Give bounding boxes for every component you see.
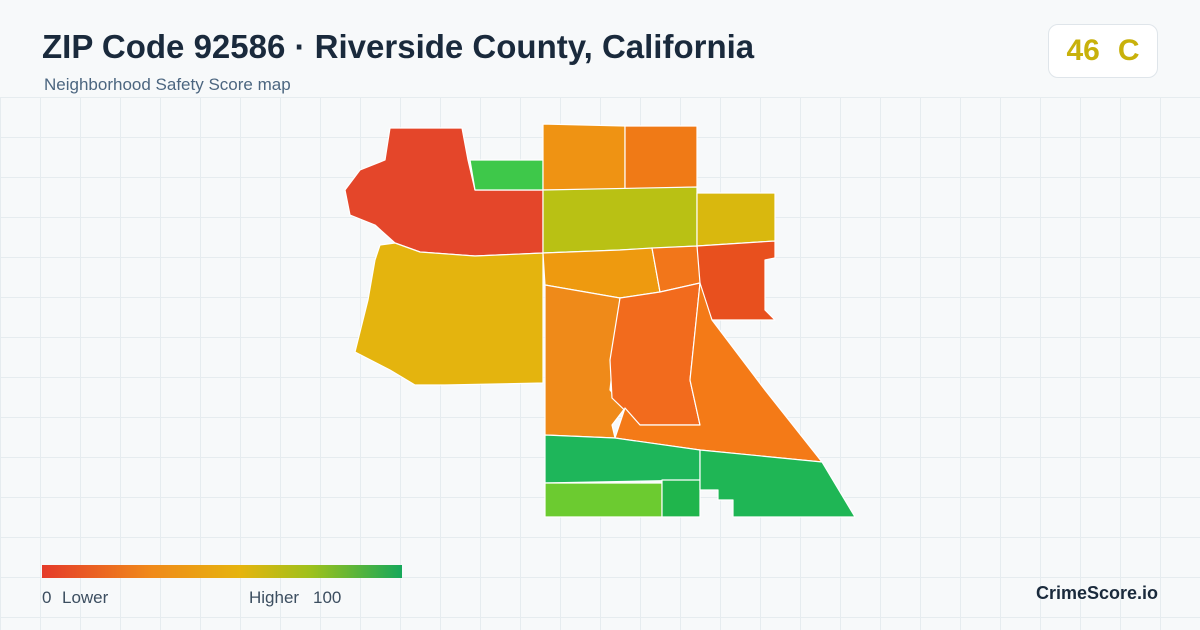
region — [661, 479, 701, 518]
region — [696, 192, 776, 247]
title: ZIP Code 92586 · Riverside County, Calif… — [42, 28, 755, 65]
region — [344, 127, 544, 257]
region — [542, 186, 698, 254]
region — [544, 482, 663, 518]
region — [354, 242, 544, 386]
region — [699, 449, 856, 518]
score-grade: C — [1117, 34, 1140, 67]
header — [0, 0, 1200, 98]
subtitle: Neighborhood Safety Score map — [44, 75, 291, 94]
legend-max: 100 — [313, 588, 342, 607]
region — [624, 125, 698, 191]
legend-min: 0 — [42, 588, 52, 607]
score-value: 46 — [1066, 34, 1100, 67]
region — [542, 123, 626, 191]
brand: CrimeScore.io — [1035, 583, 1158, 603]
legend-gradient — [42, 565, 402, 578]
legend-min-label: Lower — [62, 588, 109, 607]
legend-max-label: Higher — [249, 588, 300, 607]
score-badge: 46 C — [1048, 24, 1158, 78]
region — [609, 282, 701, 426]
region — [469, 159, 544, 191]
